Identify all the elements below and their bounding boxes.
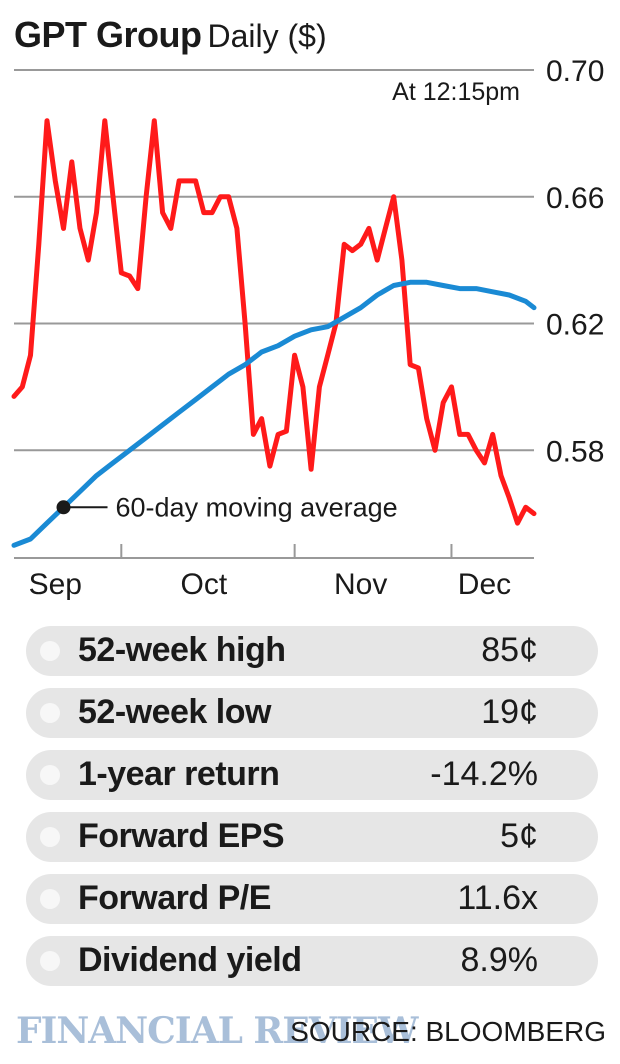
- x-tick-label: Nov: [334, 568, 387, 601]
- stat-label: Forward P/E: [78, 879, 271, 918]
- bullet-icon: [40, 765, 60, 785]
- grid-layer: [14, 70, 534, 450]
- series-layer: [14, 121, 534, 546]
- stat-row: 52-week high 85¢: [26, 626, 598, 676]
- stat-label: Forward EPS: [78, 817, 284, 856]
- stats-panel: 52-week high 85¢ 52-week low 19¢ 1-year …: [26, 626, 598, 998]
- bullet-icon: [40, 889, 60, 909]
- x-tick-label: Sep: [29, 568, 82, 601]
- stat-value: -14.2%: [430, 755, 538, 794]
- stat-row: Dividend yield 8.9%: [26, 936, 598, 986]
- stat-row: Forward P/E 11.6x: [26, 874, 598, 924]
- source-credit: SOURCE: BLOOMBERG: [290, 1016, 606, 1048]
- stat-label: 52-week low: [78, 693, 271, 732]
- stat-value: 8.9%: [461, 941, 539, 980]
- y-tick-label: 0.70: [546, 55, 604, 88]
- stat-row: 1-year return -14.2%: [26, 750, 598, 800]
- stat-label: 1-year return: [78, 755, 279, 794]
- stat-row: Forward EPS 5¢: [26, 812, 598, 862]
- y-tick-label: 0.66: [546, 182, 604, 215]
- stat-label: 52-week high: [78, 631, 286, 670]
- x-tick-label: Oct: [181, 568, 228, 601]
- stat-value: 5¢: [500, 817, 538, 856]
- stat-value: 19¢: [481, 693, 538, 732]
- stat-label: Dividend yield: [78, 941, 302, 980]
- price-series-line: [14, 121, 534, 523]
- annotation-label: 60-day moving average: [116, 492, 398, 522]
- stat-value: 85¢: [481, 631, 538, 670]
- y-tick-label: 0.58: [546, 435, 604, 468]
- bullet-icon: [40, 827, 60, 847]
- stat-value: 11.6x: [457, 879, 538, 918]
- bullet-icon: [40, 703, 60, 723]
- bullet-icon: [40, 951, 60, 971]
- y-tick-label: 0.62: [546, 309, 604, 342]
- timestamp-label: At 12:15pm: [392, 78, 520, 106]
- x-tick-label: Dec: [458, 568, 511, 601]
- stat-row: 52-week low 19¢: [26, 688, 598, 738]
- bullet-icon: [40, 641, 60, 661]
- price-chart: 0.70 0.66 0.62 0.58 Sep Oct Nov Dec 60-day movin…: [0, 0, 620, 610]
